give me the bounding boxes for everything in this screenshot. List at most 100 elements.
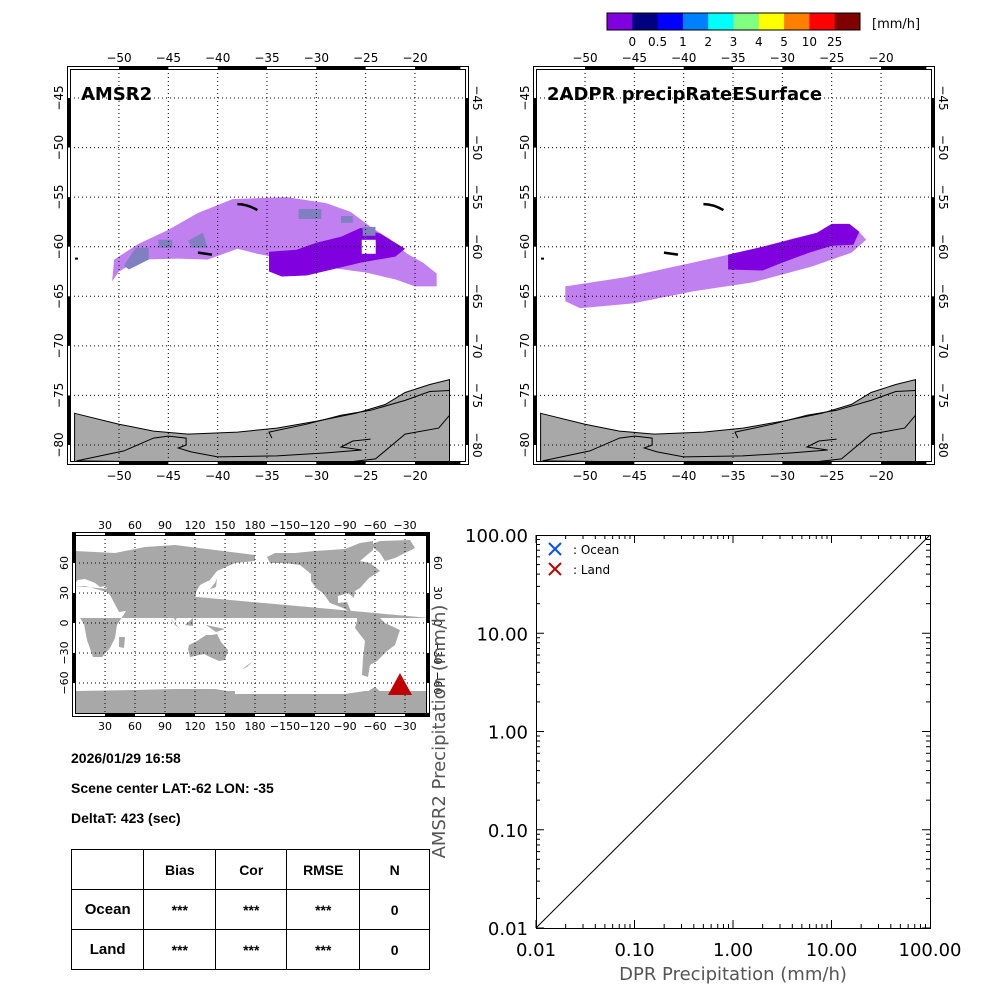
lon-tick-label-bottom: −60	[363, 720, 386, 733]
y-tick-label: 0.01	[488, 919, 528, 940]
lon-tick-label-bottom: −20	[868, 469, 893, 483]
lon-tick-label-bottom: −40	[205, 469, 230, 483]
frame-bar	[225, 713, 255, 716]
precip-area-slate	[123, 247, 149, 270]
map-tick-labels: −50 −50 −45 −45 −40 −40 −35 −35 −30 −30 −25 −25 −20 −…	[52, 51, 484, 483]
x-axis-label: DPR Precipitation (mm/h)	[619, 964, 847, 985]
frame-bar	[465, 395, 468, 445]
y-tick-label: 10.00	[476, 624, 528, 645]
frame-bar	[881, 461, 927, 464]
lon-tick-label-bottom: −45	[156, 469, 181, 483]
lon-tick-label-bottom: 60	[128, 720, 142, 733]
colorbar-swatch	[632, 13, 659, 30]
lon-tick-label-top: 180	[245, 519, 266, 532]
lon-tick-label-bottom: −30	[304, 469, 329, 483]
map-gridlines	[536, 69, 932, 462]
colorbar-swatch	[682, 13, 709, 30]
scene-datetime: 2026/01/29 16:58	[71, 750, 181, 766]
lat-tick-label-right: −80	[936, 432, 950, 457]
world-land-mass	[355, 613, 400, 677]
coastline	[734, 390, 916, 439]
lon-tick-label-top: −120	[300, 519, 330, 532]
frame-bar	[405, 713, 429, 716]
stats-table: Bias Cor RMSE N Ocean *** *** *** 0 Land…	[70, 849, 430, 970]
colorbar-swatch	[758, 13, 785, 30]
frame-bar	[415, 461, 461, 464]
world-frame-bars	[73, 533, 429, 716]
frame-bar	[217, 67, 267, 70]
lat-tick-label-left: −75	[518, 383, 532, 408]
lat-tick-label-right: −45	[470, 85, 484, 110]
world-tick-labels: 303060609090120120150150180180−150−150−1…	[58, 519, 444, 733]
frame-bar	[931, 98, 934, 148]
x-tick-label: 100.00	[899, 940, 962, 961]
legend-label: : Ocean	[573, 543, 619, 557]
map-gridlines	[70, 69, 466, 462]
lon-tick-label-top: −20	[868, 51, 893, 65]
frame-bar	[534, 197, 537, 247]
frame-bar	[585, 67, 635, 70]
frame-bar	[683, 67, 733, 70]
lat-tick-label-right: −55	[936, 184, 950, 209]
lat-tick-label-right: −55	[470, 184, 484, 209]
world-land-mass	[119, 637, 125, 648]
lon-tick-label-top: 90	[158, 519, 172, 532]
lon-tick-label-top: −50	[572, 51, 597, 65]
scene-center: Scene center LAT:-62 LON: -35	[71, 780, 274, 796]
lat-tick-label-left: 0	[58, 620, 71, 627]
lon-tick-label-bottom: −20	[402, 469, 427, 483]
lon-tick-label-bottom: −25	[353, 469, 378, 483]
lat-tick-label-right: −65	[936, 284, 950, 309]
x-tick-label: 1.00	[713, 940, 753, 961]
map-title: 2ADPR precipRateESurface	[547, 84, 822, 105]
map-title: AMSR2	[81, 84, 152, 105]
lat-tick-label-left: −60	[58, 671, 71, 694]
world-land-mass	[185, 618, 193, 626]
stats-cell-rmse: ***	[286, 929, 361, 970]
frame-bar	[285, 533, 315, 536]
lat-tick-label-right: −75	[470, 383, 484, 408]
precip-area-slate	[298, 209, 322, 219]
delta-t: DeltaT: 423 (sec)	[71, 810, 181, 826]
frame-bar	[105, 713, 135, 716]
lon-tick-label-top: 60	[128, 519, 142, 532]
lat-tick-label-left: −80	[52, 432, 66, 457]
lon-tick-label-bottom: 90	[158, 720, 172, 733]
colorbar-tick-label: 3	[730, 35, 738, 49]
precip-area-slate	[341, 216, 353, 223]
stats-header-cor: Cor	[215, 849, 288, 890]
precip-area-slate	[362, 226, 376, 236]
lon-tick-label-top: 120	[185, 519, 206, 532]
coastline	[542, 414, 916, 462]
amsr2-map-panel: −50 −50 −45 −45 −40 −40 −35 −35 −30 −30 −25 −25 −20 −…	[52, 51, 484, 483]
map-body	[74, 197, 450, 462]
frame-bar	[931, 395, 934, 445]
y-tick-label: 100.00	[465, 526, 528, 547]
frame-bar	[465, 197, 468, 247]
lon-tick-label-bottom: 120	[185, 720, 206, 733]
frame-bar	[931, 296, 934, 346]
world-land-mass	[188, 634, 228, 661]
lat-tick-label-left: −60	[518, 234, 532, 259]
frame-bar	[105, 533, 135, 536]
colorbar-swatches	[607, 13, 861, 30]
antarctica-land	[540, 378, 916, 462]
colorbar-tick-label: 0	[628, 35, 636, 49]
colorbar-tick-label: 5	[780, 35, 788, 49]
legend-item: : Ocean	[548, 542, 619, 557]
x-tick-label: 0.10	[614, 940, 654, 961]
legend-marker-x-icon	[548, 562, 562, 576]
lon-tick-label-bottom: −30	[393, 720, 416, 733]
lon-tick-label-top: −25	[819, 51, 844, 65]
y-tick-label: 1.00	[488, 723, 528, 744]
frame-bar	[217, 461, 267, 464]
ross-sea	[235, 691, 365, 694]
lat-tick-label-right: −70	[936, 333, 950, 358]
map-body	[540, 202, 916, 462]
lat-tick-label-right: −70	[470, 333, 484, 358]
lat-tick-label-right: −50	[470, 135, 484, 160]
lon-tick-label-top: −25	[353, 51, 378, 65]
stats-header-bias: Bias	[143, 849, 217, 890]
lon-tick-label-top: −90	[333, 519, 356, 532]
frame-bar	[285, 713, 315, 716]
